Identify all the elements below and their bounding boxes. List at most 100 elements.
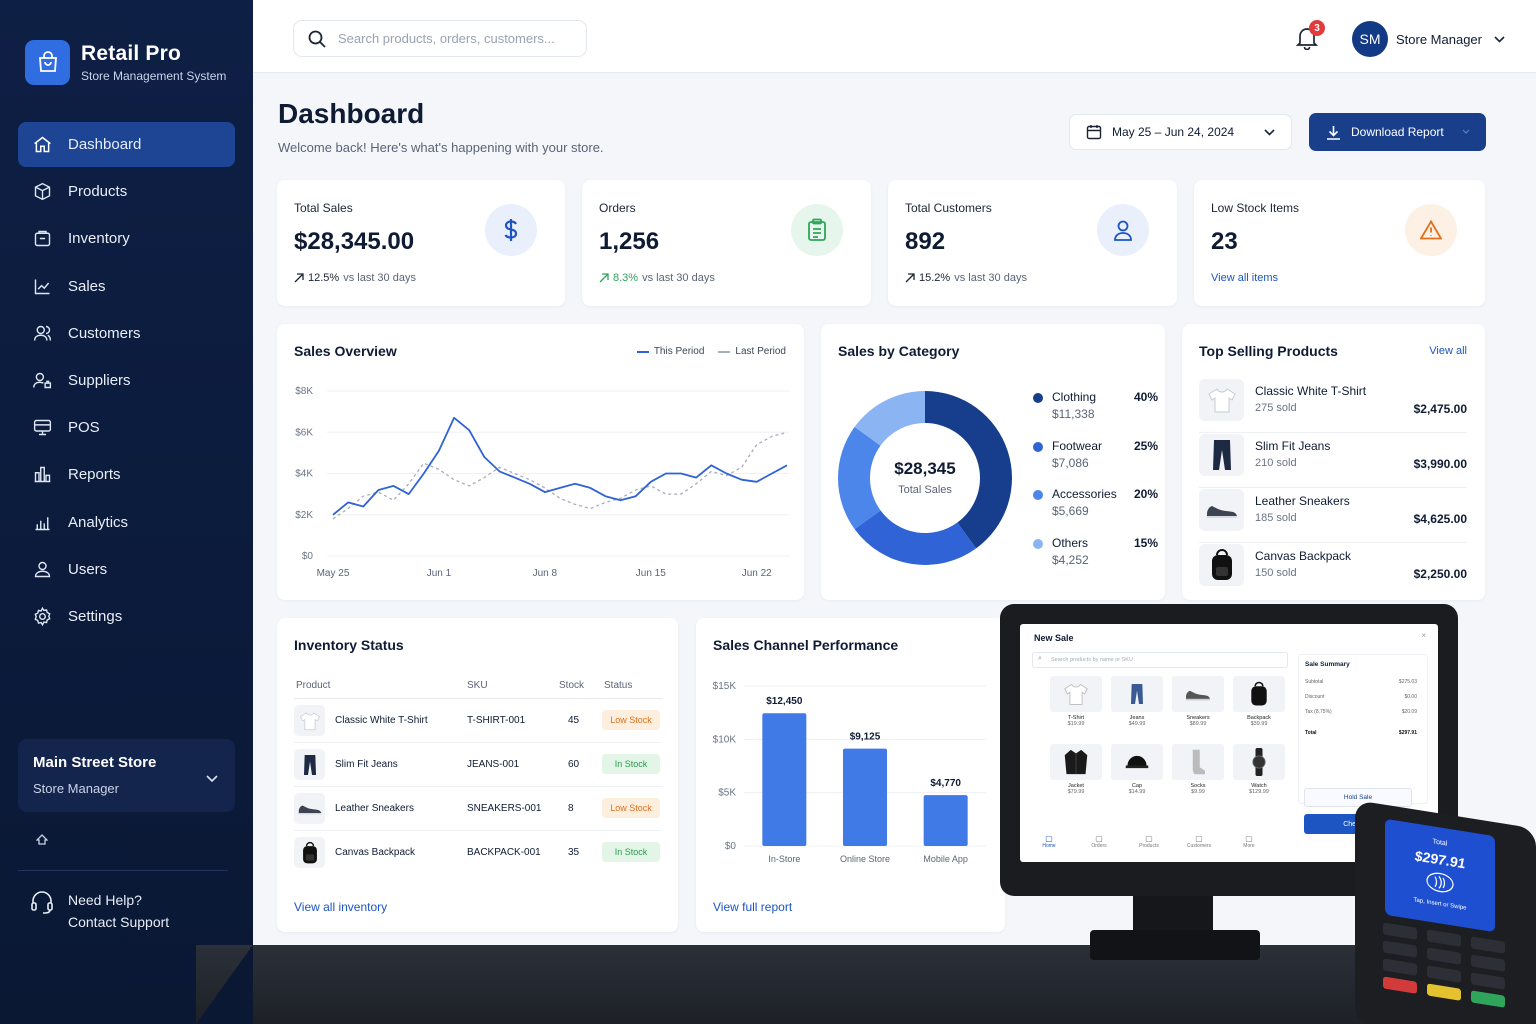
sneaker-icon <box>294 793 325 824</box>
kpi-label: Orders <box>599 201 636 215</box>
legend-dot <box>1033 393 1043 403</box>
table-row[interactable]: Canvas Backpack BACKPACK-001 35 In Stock <box>294 831 662 875</box>
tab-icon: ▢ <box>1195 834 1203 843</box>
pos-product-tile[interactable]: T-Shirt $19.99 <box>1050 676 1102 736</box>
sidebar-item-dashboard[interactable]: Dashboard <box>18 122 235 167</box>
trend-up-icon <box>599 273 609 283</box>
chevron-down-icon <box>1264 128 1275 136</box>
download-report-label: Download Report <box>1351 125 1444 139</box>
legend-category: Footwear <box>1052 438 1103 453</box>
sidebar-item-pos[interactable]: POS <box>18 405 235 450</box>
pos-product-tile[interactable]: Jeans $49.99 <box>1111 676 1163 736</box>
pos-product-tile[interactable]: Watch $129.99 <box>1233 744 1285 804</box>
pos-product-tile[interactable]: Sneakers $89.99 <box>1172 676 1224 736</box>
pos-tab-home[interactable]: ▢ Home <box>1032 834 1066 849</box>
kpi-card-total-customers[interactable]: Total Customers 892 15.2% vs last 30 day… <box>888 180 1177 306</box>
top-selling-products-card: Top Selling Products View all Classic Wh… <box>1182 324 1485 600</box>
table-row[interactable]: Leather Sneakers SNEAKERS-001 8 Low Stoc… <box>294 787 662 831</box>
search-input[interactable] <box>338 31 568 46</box>
store-switcher[interactable]: Main Street Store Store Manager <box>18 739 235 812</box>
summary-key: Subtotal <box>1305 679 1324 685</box>
card-reader-hint: Tap, Insert or Swipe <box>1413 897 1467 912</box>
list-item[interactable]: Leather Sneakers 185 sold $4,625.00 <box>1199 489 1467 543</box>
tab-label: Products <box>1139 843 1159 849</box>
sidebar-item-settings[interactable]: Settings <box>18 594 235 639</box>
kpi-card-total-sales[interactable]: Total Sales $28,345.00 12.5% vs last 30 … <box>277 180 565 306</box>
brand[interactable]: Retail Pro Store Management System <box>25 40 226 85</box>
sidebar-item-label: Users <box>68 560 108 578</box>
x-tick-label: May 25 <box>317 568 350 579</box>
pos-tab-customers[interactable]: ▢ Customers <box>1182 834 1216 849</box>
sidebar-item-reports[interactable]: Reports <box>18 452 235 497</box>
pos-product-tile[interactable]: Jacket $79.99 <box>1050 744 1102 804</box>
pos-product-price: $9.99 <box>1191 789 1205 795</box>
x-tick-label: Jun 1 <box>427 568 452 579</box>
kpi-trend-value: 8.3% <box>613 272 639 284</box>
pos-product-tile[interactable]: Backpack $39.99 <box>1233 676 1285 736</box>
top-bar: 3 SM Store Manager <box>253 0 1536 73</box>
view-all-items-link[interactable]: View all items <box>1211 272 1279 284</box>
collapse-icon[interactable] <box>36 834 48 848</box>
pos-product-name: Backpack <box>1247 715 1271 721</box>
contactless-icon <box>1426 872 1454 893</box>
sales-icon <box>34 279 50 294</box>
download-report-button[interactable]: Download Report <box>1309 113 1486 151</box>
date-range-picker[interactable]: May 25 – Jun 24, 2024 <box>1069 114 1292 150</box>
search-box[interactable] <box>293 20 587 57</box>
desk-surface <box>196 945 1536 1024</box>
table-row[interactable]: Slim Fit Jeans JEANS-001 60 In Stock <box>294 743 662 787</box>
sidebar-item-products[interactable]: Products <box>18 169 235 214</box>
column-header-product: Product <box>296 680 331 691</box>
tab-icon: ▢ <box>1095 834 1103 843</box>
legend-value: $11,338 <box>1052 407 1095 421</box>
list-item[interactable]: Slim Fit Jeans 210 sold $3,990.00 <box>1199 434 1467 488</box>
list-item[interactable]: Canvas Backpack 150 sold $2,250.00 <box>1199 544 1467 598</box>
pos-close-icon[interactable]: × <box>1421 631 1426 640</box>
tshirt-icon <box>1199 379 1244 421</box>
view-all-link[interactable]: View all <box>1429 345 1467 357</box>
pos-screen: New Sale × ⌕ Search products by name or … <box>1020 624 1438 862</box>
keypad[interactable] <box>1373 921 1513 1009</box>
table-row[interactable]: Classic White T-Shirt T-SHIRT-001 45 Low… <box>294 699 662 743</box>
tab-icon: ▢ <box>1145 834 1153 843</box>
tab-icon: ▢ <box>1045 834 1053 843</box>
pos-product-tile[interactable]: Socks $9.99 <box>1172 744 1224 804</box>
box-icon <box>34 183 51 201</box>
sidebar-item-label: Reports <box>68 466 121 484</box>
kpi-card-low-stock[interactable]: Low Stock Items 23 View all items <box>1194 180 1485 306</box>
donut-center-value: $28,345 <box>894 459 956 478</box>
sidebar-item-users[interactable]: Users <box>18 547 235 592</box>
x-tick-label: Jun 22 <box>742 568 772 579</box>
pos-tab-orders[interactable]: ▢ Orders <box>1082 834 1116 849</box>
sidebar-item-customers[interactable]: Customers <box>18 311 235 356</box>
pos-product-price: $89.99 <box>1189 721 1207 727</box>
view-full-report-link[interactable]: View full report <box>713 900 793 914</box>
sidebar-item-label: Customers <box>68 324 141 342</box>
sidebar-item-inventory[interactable]: Inventory <box>18 216 235 261</box>
list-item[interactable]: Classic White T-Shirt 275 sold $2,475.00 <box>1199 379 1467 433</box>
summary-row: Total $297.91 <box>1305 730 1417 736</box>
hold-sale-button[interactable]: Hold Sale <box>1304 788 1412 807</box>
sidebar-item-suppliers[interactable]: Suppliers <box>18 358 235 403</box>
sidebar-item-sales[interactable]: Sales <box>18 264 235 309</box>
view-all-inventory-link[interactable]: View all inventory <box>294 900 388 914</box>
pos-product-price: $19.99 <box>1067 721 1085 727</box>
inventory-sku: SNEAKERS-001 <box>467 803 542 814</box>
legend-value: $5,669 <box>1052 504 1089 518</box>
card-title: Top Selling Products <box>1199 343 1338 359</box>
sidebar-item-analytics[interactable]: Analytics <box>18 500 235 545</box>
y-tick-label: $8K <box>295 386 313 397</box>
donut-center-label: Total Sales <box>898 484 952 496</box>
kpi-card-orders[interactable]: Orders 1,256 8.3% vs last 30 days <box>582 180 871 306</box>
bar-value-label: $9,125 <box>850 732 881 743</box>
status-badge: In Stock <box>602 754 660 774</box>
pos-product-tile[interactable]: Cap $14.99 <box>1111 744 1163 804</box>
pos-tab-products[interactable]: ▢ Products <box>1132 834 1166 849</box>
pos-tab-more[interactable]: ▢ More <box>1232 834 1266 849</box>
pos-search[interactable]: ⌕ Search products by name or SKU <box>1032 652 1288 668</box>
chevron-down-icon[interactable] <box>1462 129 1470 134</box>
help-link[interactable]: Need Help? Contact Support <box>30 889 169 933</box>
inventory-sku: BACKPACK-001 <box>467 847 541 858</box>
user-menu[interactable]: SM Store Manager <box>1352 21 1505 57</box>
tshirt-icon <box>294 705 325 736</box>
